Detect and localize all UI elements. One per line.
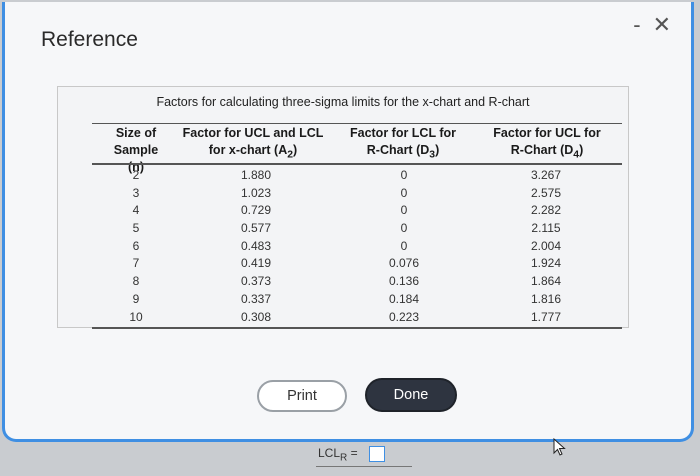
table-cell-d3: 0 <box>400 238 408 253</box>
table-cell-d3: 0 <box>400 221 408 236</box>
print-button[interactable]: Print <box>257 380 347 412</box>
column-a2: 1.880 1.023 0.729 0.577 0.483 0.419 0.373 0.337… <box>228 167 284 326</box>
column-n: 2 3 4 5 6 7 8 9 10 <box>118 167 154 326</box>
table-cell-a2: 0.483 <box>240 238 272 253</box>
table-header-rule <box>92 163 622 165</box>
dialog-title: Reference <box>41 28 138 51</box>
mouse-cursor-icon <box>553 438 566 456</box>
lcl-sub: R <box>340 452 348 464</box>
lcl-label: LCL <box>318 446 341 461</box>
table-cell-d4: 2.575 <box>530 185 562 200</box>
table-cell-a2: 0.577 <box>240 221 272 236</box>
header-a2: Factor for UCL and LCL for x-chart (A2) <box>178 125 328 164</box>
header-a2-close: ) <box>293 143 298 157</box>
table-cell-a2: 0.337 <box>240 291 272 306</box>
reference-dialog: Reference - ✕ Factors for calculating th… <box>2 2 694 442</box>
equation-underline <box>316 466 412 467</box>
window-controls: - ✕ <box>633 14 671 36</box>
header-d3-line1: Factor for LCL for <box>349 126 457 140</box>
table-bottom-rule <box>92 327 622 329</box>
column-d4: 3.267 2.575 2.282 2.115 2.004 1.924 1.864 1.816… <box>518 167 574 326</box>
table-cell-n: 7 <box>132 256 140 271</box>
table-cell-a2: 1.023 <box>240 185 272 200</box>
header-d4-sub: 4 <box>573 149 580 161</box>
table-cell-a2: 0.419 <box>240 256 272 271</box>
header-a2-line2: for x-chart (A2) <box>178 142 328 164</box>
table-cell-d4: 1.924 <box>530 256 562 271</box>
factors-table: Factors for calculating three-sigma limi… <box>57 86 629 329</box>
table-cell-d4: 2.115 <box>531 221 561 236</box>
table-cell-n: 6 <box>132 238 140 253</box>
header-d3-close: ) <box>435 143 440 157</box>
header-d3-sub: 3 <box>429 149 436 161</box>
done-button[interactable]: Done <box>365 378 457 412</box>
table-cell-n: 10 <box>129 309 143 324</box>
header-d4-close: ) <box>579 143 584 157</box>
header-d3-line2: R-Chart (D3) <box>338 142 468 164</box>
table-cell-a2: 0.729 <box>240 203 272 218</box>
table-cell-d3: 0 <box>400 185 408 200</box>
table-cell-n: 3 <box>132 185 140 200</box>
header-d4-line1: Factor for UCL for <box>493 126 601 140</box>
table-cell-n: 9 <box>132 291 140 306</box>
header-a2-sub: 2 <box>287 149 294 161</box>
table-top-rule <box>92 123 622 124</box>
table-caption-text: Factors for calculating three-sigma limi… <box>156 95 530 109</box>
lcl-r-answer-input[interactable] <box>368 446 385 462</box>
table-cell-a2: 0.308 <box>240 309 272 324</box>
close-icon[interactable]: ✕ <box>652 12 671 37</box>
table-cell-d4: 2.282 <box>530 203 562 218</box>
table-cell-n: 4 <box>132 203 140 218</box>
table-cell-n: 2 <box>132 168 140 182</box>
column-d3: 0 0 0 0 0 0.076 0.136 0.184 0.223 <box>376 167 432 326</box>
table-cell-d4: 1.864 <box>530 274 562 289</box>
table-cell-d3: 0.184 <box>388 291 420 306</box>
table-cell-d4: 2.004 <box>530 238 562 253</box>
header-d4-line2: R-Chart (D4) <box>482 142 612 164</box>
table-cell-d3: 0.076 <box>388 256 420 271</box>
table-cell-n: 5 <box>132 221 140 236</box>
table-cell-d4: 1.777 <box>530 309 562 324</box>
header-d3-text: R-Chart (D <box>366 143 430 157</box>
header-a2-line1: Factor for UCL and LCL <box>182 126 324 140</box>
header-d3: Factor for LCL for R-Chart (D3) <box>338 125 468 164</box>
table-caption: Factors for calculating three-sigma limi… <box>58 95 628 109</box>
minimize-icon[interactable]: - <box>633 12 641 37</box>
header-n-line1: Size of Sample <box>113 126 159 157</box>
table-cell-a2: 1.880 <box>240 168 272 182</box>
header-d4: Factor for UCL for R-Chart (D4) <box>482 125 612 164</box>
table-cell-a2: 0.373 <box>240 274 272 289</box>
header-d4-text: R-Chart (D <box>510 143 574 157</box>
lcl-r-equation: LCLR = <box>318 446 385 464</box>
table-cell-d4: 1.816 <box>530 291 562 306</box>
table-cell-d4: 3.267 <box>530 168 562 182</box>
table-cell-d3: 0 <box>400 203 408 218</box>
table-cell-d3: 0.223 <box>388 309 420 324</box>
equals-sign: = <box>350 446 358 461</box>
header-a2-text: for x-chart (A <box>208 143 288 157</box>
table-cell-d3: 0.136 <box>388 274 420 289</box>
table-cell-d3: 0 <box>400 168 408 182</box>
table-cell-n: 8 <box>132 274 140 289</box>
